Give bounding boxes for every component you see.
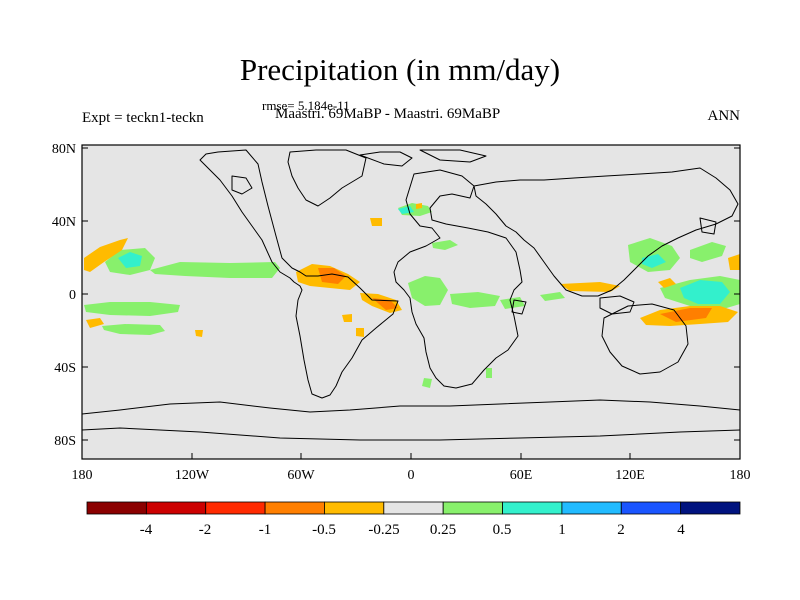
lon-label: 120E xyxy=(615,468,645,483)
anomaly-east-africa xyxy=(500,297,525,309)
arctic-island-2-outline xyxy=(419,149,487,163)
lat-labels: 80N 40N 0 40S 80S xyxy=(52,142,76,449)
anomaly-north-africa xyxy=(432,240,458,250)
colorbar-label: 4 xyxy=(677,522,685,538)
anomaly-neg-east-edge xyxy=(728,254,740,270)
colorbar-label: -4 xyxy=(140,522,153,538)
lon-label: 60W xyxy=(287,468,315,483)
lon-label: 120W xyxy=(175,468,210,483)
anomaly-cyan-wpac-north xyxy=(642,254,666,268)
colorbar-label: 1 xyxy=(558,522,566,538)
india-outline xyxy=(511,299,527,315)
plot-title: Precipitation (in mm/day) xyxy=(239,52,561,87)
lon-ticks xyxy=(81,453,741,459)
coastlines xyxy=(82,149,740,441)
anomaly-cyan-wpac xyxy=(680,280,730,304)
lat-label: 40S xyxy=(54,361,76,376)
lat-label: 0 xyxy=(69,288,76,303)
colorbar xyxy=(86,501,741,515)
anomaly-neg-europe xyxy=(416,203,422,209)
colorbar-label: -2 xyxy=(199,522,212,538)
anomaly-orange-atlantic xyxy=(372,298,398,310)
antarctica-coast xyxy=(82,399,740,415)
southeast-asia-outline xyxy=(599,295,635,315)
colorbar-segment xyxy=(502,501,563,515)
lat-label: 40N xyxy=(52,215,76,230)
arctic-island-outline xyxy=(359,151,413,167)
anomaly-neg-indian xyxy=(560,282,620,292)
anomaly-south-pacific-2 xyxy=(102,324,165,335)
anomaly-pacific-band xyxy=(150,262,280,278)
colorbar-segment xyxy=(145,501,207,515)
experiment-label: Expt = teckn1-teckn xyxy=(82,110,204,126)
colorbar-segment xyxy=(205,501,266,515)
anomaly-neg-small xyxy=(195,330,203,337)
anomaly-indian-ocean xyxy=(540,292,565,301)
colorbar-segment xyxy=(264,501,325,515)
colorbar-labels: -4 -2 -1 -0.5 -0.25 0.25 0.5 1 2 4 xyxy=(140,522,686,538)
colorbar-segment xyxy=(383,501,444,515)
colorbar-segment xyxy=(620,501,682,515)
lon-label: 60E xyxy=(510,468,533,483)
greenland-outline xyxy=(287,149,367,207)
positive-anomaly-regions xyxy=(84,203,740,388)
strong-positive-regions xyxy=(118,206,730,304)
anomaly-neg-brazil xyxy=(342,314,352,322)
anomaly-neg-north-atlantic xyxy=(370,218,382,226)
anomaly-neg-central-pacific xyxy=(84,238,128,272)
anomaly-gulf-guinea xyxy=(408,276,448,306)
season-label: ANN xyxy=(707,108,741,124)
anomaly-central-africa xyxy=(450,292,500,308)
anomaly-south-pacific xyxy=(84,302,180,316)
lon-labels: 180 120W 60W 0 60E 120E 180 xyxy=(72,468,751,483)
colorbar-segment xyxy=(442,501,503,515)
rmse-label: rmse= 5.184e-11 xyxy=(262,98,350,113)
anomaly-madagascar xyxy=(486,368,492,378)
africa-europe-outline xyxy=(393,169,523,389)
lat-label: 80S xyxy=(54,434,76,449)
lon-label: 180 xyxy=(730,468,751,483)
lat-ticks xyxy=(82,147,740,441)
colorbar-segment xyxy=(324,501,385,515)
case-label: Maastri. 69MaBP - Maastri. 69MaBP xyxy=(275,106,501,122)
colorbar-label: -0.5 xyxy=(312,522,336,538)
colorbar-segment xyxy=(680,501,741,515)
lat-label: 80N xyxy=(52,142,76,157)
colorbar-label: -0.25 xyxy=(368,522,399,538)
lon-label: 0 xyxy=(408,468,415,483)
colorbar-segment xyxy=(561,501,622,515)
australia-outline xyxy=(601,303,689,375)
antarctica-interior xyxy=(82,427,740,441)
anomaly-orange-south-pacific xyxy=(660,308,712,322)
colorbar-label: 0.5 xyxy=(493,522,512,538)
anomaly-neg-brazil-2 xyxy=(356,328,364,337)
anomaly-west-pacific-ne xyxy=(690,242,726,262)
anomaly-cyan-pacific xyxy=(118,252,142,268)
anomaly-orange-caribbean xyxy=(318,268,346,284)
hudson-bay-outline xyxy=(231,175,253,195)
colorbar-label: 2 xyxy=(617,522,625,538)
japan-outline xyxy=(699,217,717,235)
anomaly-cyan-mediterranean xyxy=(398,206,414,214)
anomaly-neg-maritime xyxy=(658,278,676,288)
lon-label: 180 xyxy=(72,468,93,483)
moderate-negative-regions xyxy=(318,268,712,322)
colorbar-label: 0.25 xyxy=(430,522,456,538)
anomaly-south-africa xyxy=(422,378,432,388)
anomaly-neg-south-pacific xyxy=(86,318,104,328)
americas-outline xyxy=(199,149,399,399)
colorbar-label: -1 xyxy=(259,522,272,538)
colorbar-segment xyxy=(86,501,147,515)
asia-outline xyxy=(473,167,739,297)
